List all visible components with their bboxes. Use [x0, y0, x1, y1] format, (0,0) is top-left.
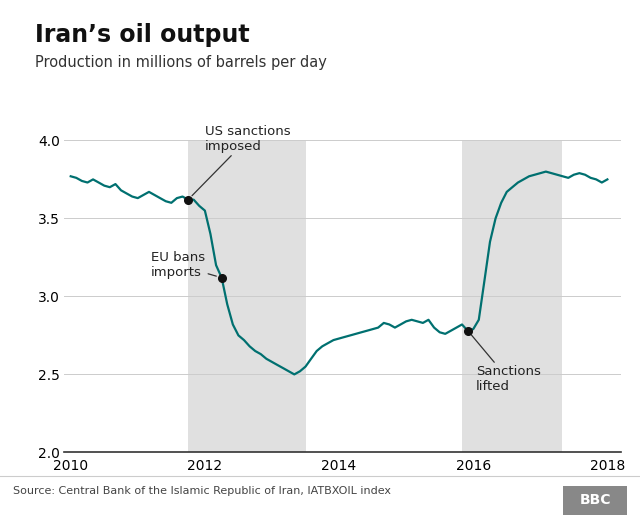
Text: EU bans
imports: EU bans imports: [151, 251, 216, 279]
Bar: [462, 140, 563, 452]
Text: BBC: BBC: [579, 493, 611, 508]
Text: US sanctions
imposed: US sanctions imposed: [192, 125, 291, 196]
Bar: [188, 140, 305, 452]
Text: Iran’s oil output: Iran’s oil output: [35, 23, 250, 47]
Text: Sanctions
lifted: Sanctions lifted: [472, 335, 541, 393]
Text: Production in millions of barrels per day: Production in millions of barrels per da…: [35, 55, 327, 70]
Text: Source: Central Bank of the Islamic Republic of Iran, IATBXOIL index: Source: Central Bank of the Islamic Repu…: [13, 486, 391, 497]
